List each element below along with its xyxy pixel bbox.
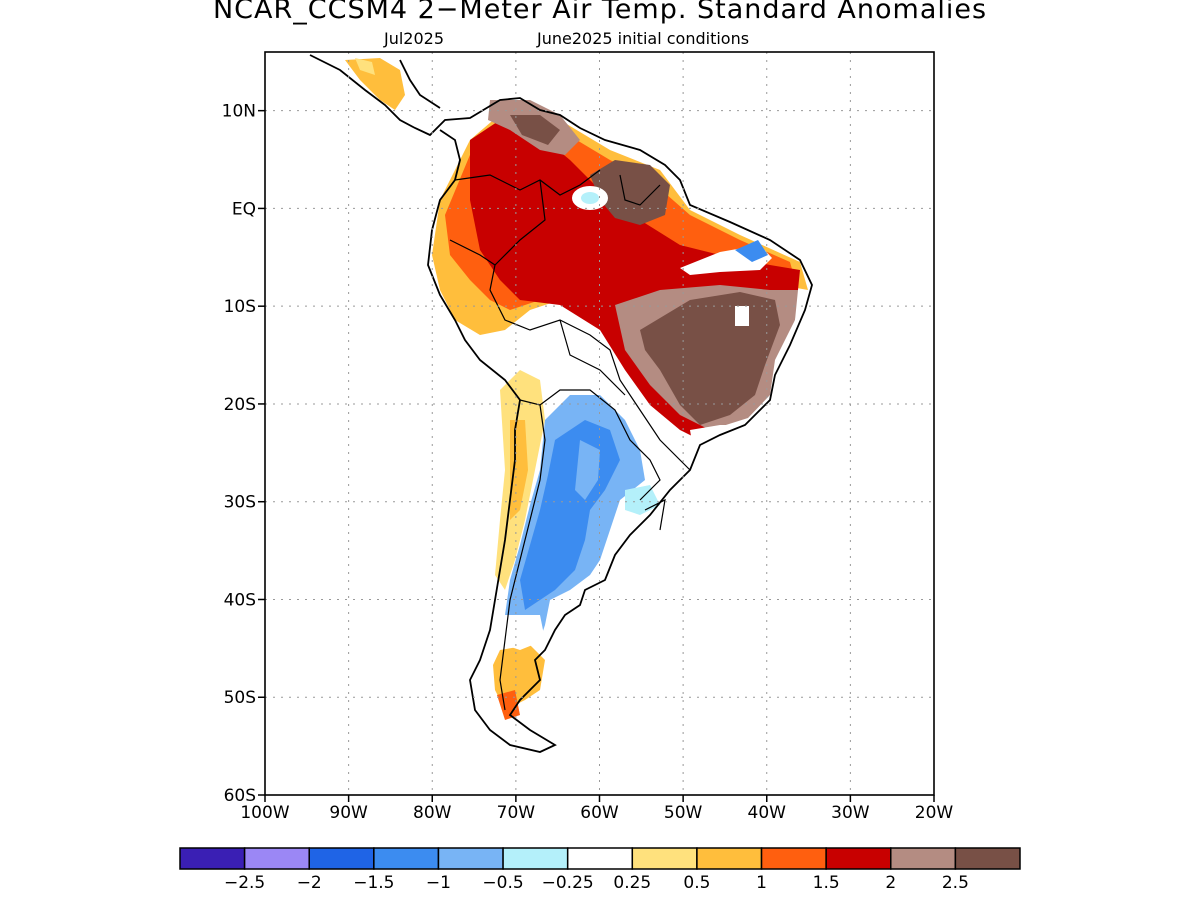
colorbar-label: −1.5 [353, 873, 394, 893]
lat-tick-label: 10N [222, 102, 256, 122]
colorbar-swatch [760, 847, 827, 870]
colorbar-swatch [954, 847, 1021, 870]
country-borders [449, 169, 691, 711]
lon-tick-label: 40W [748, 803, 787, 823]
lat-tick-label: 40S [224, 590, 256, 610]
colorbar-swatch [243, 847, 310, 870]
colorbar-label: 2 [885, 873, 896, 893]
lon-tick-label: 60W [580, 803, 619, 823]
colorbar-label: 0.5 [683, 873, 710, 893]
lon-tick-label: 100W [240, 803, 289, 823]
lat-tick-label: 60S [224, 786, 256, 806]
colorbar-swatch [308, 847, 375, 870]
lon-tick-label: 20W [915, 803, 954, 823]
colorbar-swatch [631, 847, 698, 870]
lat-tick-label: 20S [224, 395, 256, 415]
colorbar-swatch [373, 847, 440, 870]
lon-tick-label: 30W [831, 803, 870, 823]
colorbar-swatch [825, 847, 892, 870]
colorbar-swatch [179, 847, 246, 870]
colorbar-label: −0.5 [482, 873, 523, 893]
colorbar-swatch [437, 847, 504, 870]
forecast-month: Jul2025 [384, 29, 445, 48]
colorbar-swatch [696, 847, 763, 870]
colorbar-swatch [890, 847, 957, 870]
lat-tick-label: EQ [232, 199, 256, 219]
colorbar-label: 1 [756, 873, 767, 893]
lon-tick-label: 90W [329, 803, 368, 823]
colorbar-label: −2 [297, 873, 322, 893]
colorbar-label: 2.5 [942, 873, 969, 893]
lon-tick-label: 80W [413, 803, 452, 823]
lat-tick-label: 50S [224, 688, 256, 708]
anomaly-shading [345, 58, 810, 752]
colorbar-swatch [566, 847, 634, 870]
colorbar-label: −1 [426, 873, 451, 893]
lat-tick-label: 30S [224, 493, 256, 513]
lon-tick-label: 50W [664, 803, 703, 823]
colorbar-label: −0.25 [542, 873, 594, 893]
initial-conditions: June2025 initial conditions [537, 29, 750, 48]
colorbar-label: 1.5 [813, 873, 840, 893]
map-title: NCAR_CCSM4 2−Meter Air Temp. Standard An… [212, 0, 988, 25]
colorbar-swatch [502, 847, 569, 870]
colorbar-label: −2.5 [224, 873, 265, 893]
lon-tick-label: 70W [497, 803, 536, 823]
lat-tick-label: 10S [224, 297, 256, 317]
colorbar-label: 0.25 [613, 873, 651, 893]
